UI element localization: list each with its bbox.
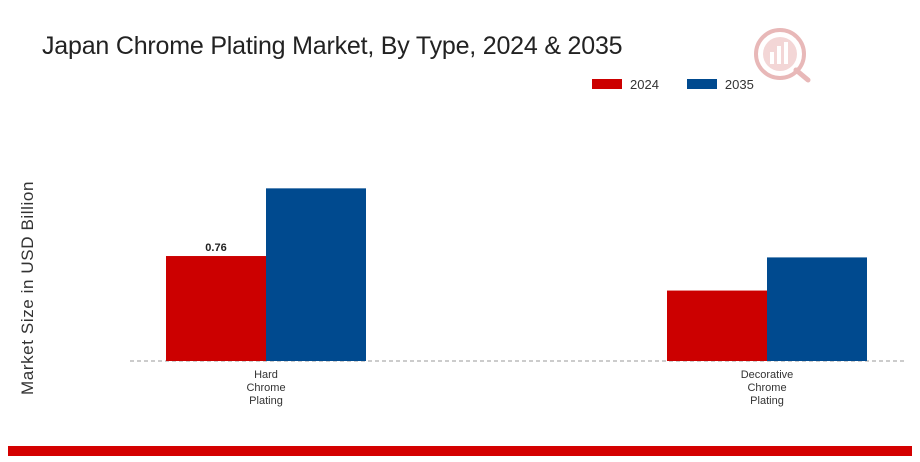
x-tick-label-line: Decorative [740, 369, 794, 381]
chart-title: Japan Chrome Plating Market, By Type, 20… [42, 32, 623, 60]
bar-2024-cat-0[interactable] [166, 256, 266, 361]
data-label-0: 0.76 [205, 242, 226, 254]
legend-item-2024[interactable]: 2024 [592, 77, 659, 92]
brand-logo-icon [754, 28, 811, 83]
x-tick-label-line: Plating [249, 395, 283, 407]
x-tick-label-line: Chrome [747, 382, 787, 394]
bar-2035-cat-0[interactable] [266, 188, 366, 361]
legend-label-2035: 2035 [724, 76, 754, 92]
x-tick-label-0: Hard Chrome Plating [196, 369, 336, 408]
bottom-accent-bar [8, 446, 912, 456]
chart-card [8, 6, 912, 446]
bar-2035-cat-1[interactable] [767, 257, 867, 361]
legend-swatch-2035 [686, 79, 717, 89]
bar-2024-cat-1[interactable] [667, 290, 767, 361]
x-tick-label-line: Hard [254, 369, 278, 381]
legend-item-2035[interactable]: 2035 [686, 76, 754, 92]
legend-swatch-2024 [592, 79, 622, 89]
x-tick-label-line: Plating [750, 395, 784, 407]
chart-legend: 2024 2035 [592, 74, 782, 94]
x-tick-label-line: Chrome [246, 382, 286, 394]
x-tick-label-1: Decorative Chrome Plating [697, 369, 837, 408]
legend-label-2024: 2024 [630, 76, 659, 92]
